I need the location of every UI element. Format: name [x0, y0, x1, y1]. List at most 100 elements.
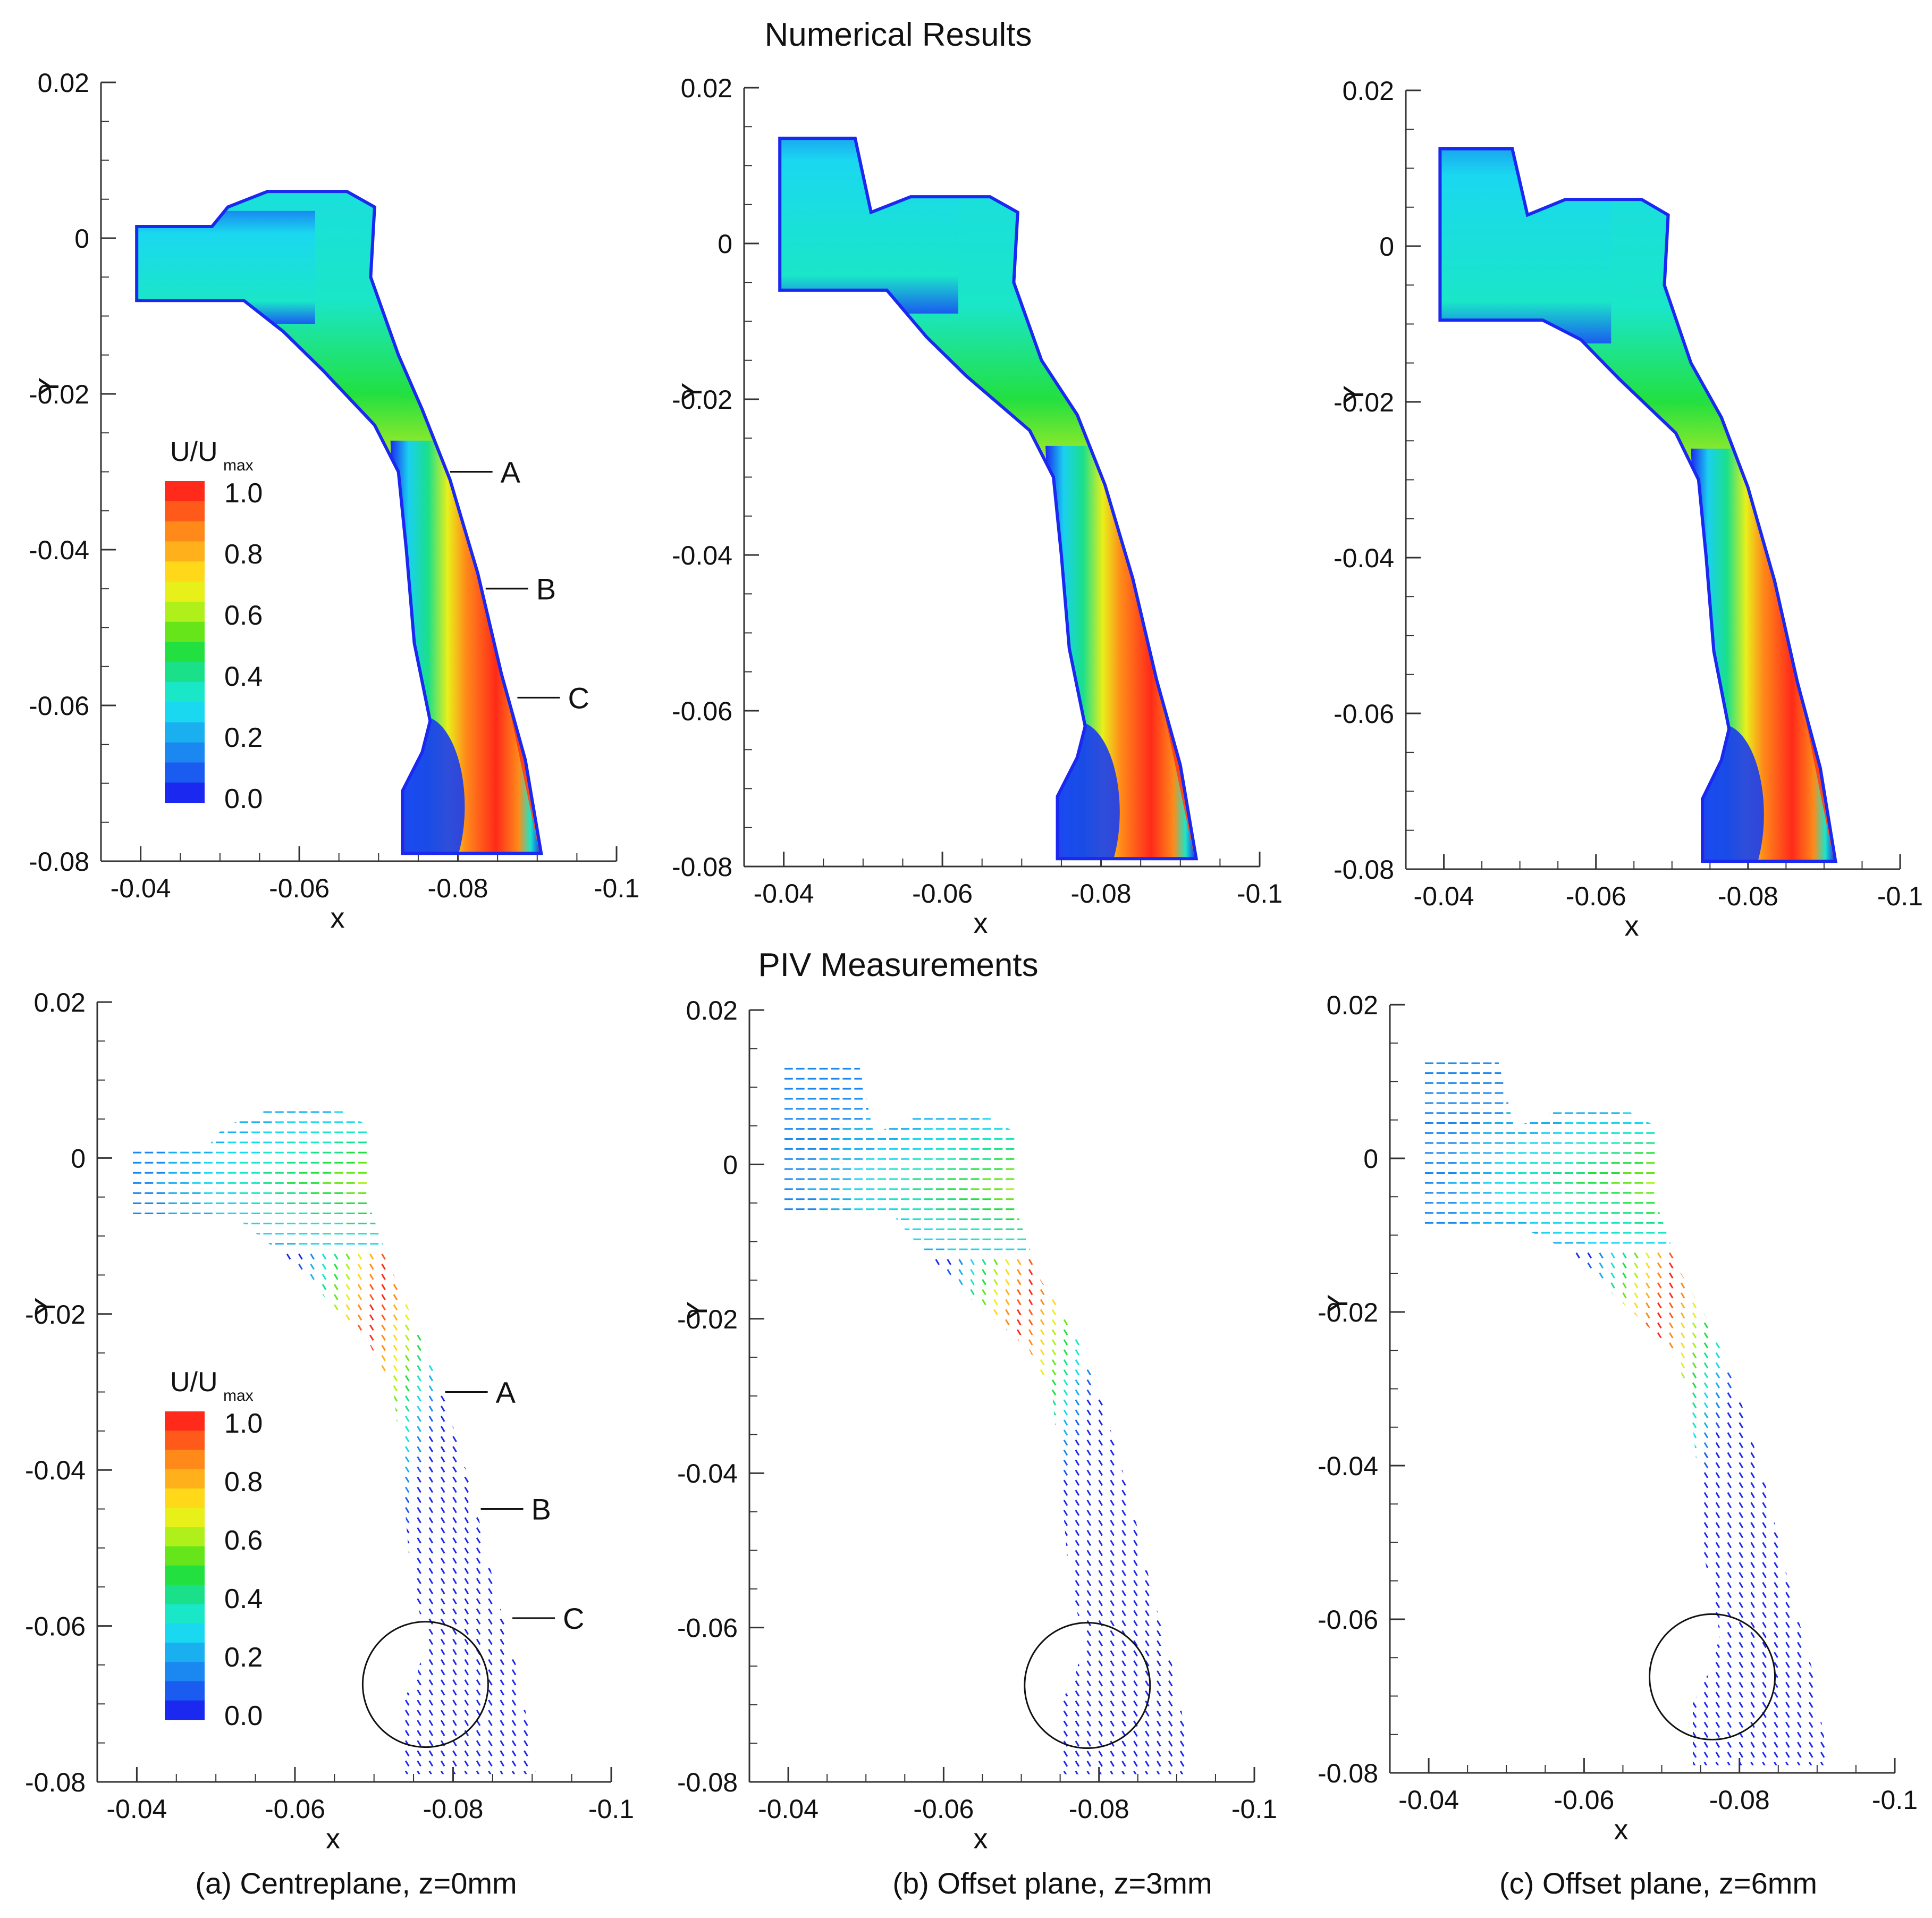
velocity-vector: [440, 1547, 445, 1554]
velocity-vector: [876, 1289, 882, 1296]
velocity-vector: [440, 1659, 445, 1665]
velocity-vector: [310, 1355, 315, 1361]
velocity-vector: [923, 1278, 929, 1285]
velocity-vector: [263, 1588, 267, 1594]
velocity-vector: [286, 1254, 291, 1260]
velocity-vector: [958, 1550, 963, 1557]
velocity-vector: [250, 1365, 256, 1372]
velocity-vector: [819, 1429, 823, 1436]
velocity-vector: [784, 1500, 789, 1506]
velocity-vector: [369, 1264, 374, 1270]
velocity-vector: [464, 1406, 469, 1412]
velocity-vector: [912, 1580, 917, 1586]
velocity-vector: [1157, 1510, 1161, 1516]
velocity-vector: [830, 1349, 835, 1356]
velocity-vector: [842, 1409, 847, 1416]
velocity-vector: [982, 1389, 986, 1396]
velocity-vector: [263, 1446, 267, 1452]
velocity-vector: [191, 1294, 196, 1300]
velocity-vector: [357, 1436, 362, 1442]
velocity-vector: [1121, 1610, 1126, 1617]
velocity-vector: [239, 1284, 244, 1290]
velocity-vector: [819, 1299, 823, 1306]
velocity-vector: [345, 1618, 350, 1625]
velocity-vector: [227, 1334, 232, 1341]
velocity-vector: [263, 1466, 267, 1473]
velocity-vector: [428, 1365, 434, 1372]
velocity-vector: [982, 1550, 986, 1557]
velocity-vector: [784, 1520, 789, 1526]
velocity-vector: [263, 1537, 267, 1544]
velocity-vector: [476, 1476, 481, 1483]
velocity-vector: [274, 1750, 280, 1757]
velocity-vector: [488, 1638, 493, 1645]
velocity-vector: [500, 1659, 505, 1665]
velocity-vector: [381, 1406, 386, 1412]
velocity-vector: [428, 1466, 434, 1473]
velocity-vector: [322, 1314, 327, 1321]
velocity-vector: [947, 1329, 951, 1335]
velocity-vector: [464, 1274, 469, 1280]
velocity-vector: [500, 1486, 505, 1493]
velocity-vector: [935, 1540, 940, 1546]
velocity-vector: [274, 1527, 280, 1534]
velocity-vector: [865, 1299, 870, 1306]
velocity-vector: [923, 1359, 929, 1366]
velocity-vector: [476, 1416, 481, 1422]
velocity-vector: [215, 1578, 220, 1584]
velocity-vector: [334, 1334, 339, 1341]
velocity-vector: [1168, 1379, 1173, 1386]
velocity-vector: [250, 1628, 256, 1635]
velocity-vector: [888, 1319, 893, 1326]
velocity-vector: [464, 1659, 469, 1665]
velocity-vector: [865, 1429, 870, 1436]
velocity-vector: [912, 1439, 917, 1446]
velocity-vector: [227, 1507, 232, 1513]
velocity-vector: [1145, 1490, 1150, 1496]
velocity-vector: [947, 1278, 951, 1285]
velocity-vector: [263, 1406, 267, 1412]
velocity-vector: [1098, 1459, 1103, 1466]
velocity-vector: [417, 1254, 421, 1260]
velocity-vector: [1028, 1529, 1033, 1536]
velocity-vector: [464, 1486, 469, 1493]
velocity-vector: [1016, 1399, 1022, 1406]
y-tick-label: -0.04: [672, 541, 732, 570]
velocity-vector: [524, 1598, 528, 1605]
velocity-vector: [912, 1600, 917, 1606]
velocity-vector: [156, 1507, 161, 1513]
velocity-vector: [1121, 1490, 1126, 1496]
velocity-vector: [500, 1466, 505, 1473]
velocity-vector: [428, 1628, 434, 1635]
velocity-vector: [298, 1659, 303, 1665]
velocity-vector: [1086, 1269, 1092, 1275]
velocity-vector: [923, 1570, 929, 1576]
velocity-vector: [464, 1294, 469, 1300]
velocity-vector: [535, 1486, 536, 1493]
velocity-vector: [830, 1369, 835, 1376]
velocity-vector: [1121, 1590, 1126, 1596]
velocity-vector: [1168, 1259, 1173, 1265]
velocity-vector: [970, 1510, 975, 1516]
velocity-vector: [298, 1568, 303, 1574]
velocity-vector: [215, 1700, 220, 1706]
velocity-vector: [215, 1517, 220, 1524]
velocity-vector: [958, 1560, 963, 1567]
velocity-vector: [369, 1608, 374, 1615]
velocity-vector: [404, 1598, 410, 1605]
velocity-vector: [888, 1500, 893, 1506]
velocity-vector: [1075, 1449, 1080, 1456]
velocity-vector: [322, 1294, 327, 1300]
velocity-vector: [381, 1426, 386, 1432]
velocity-vector: [524, 1294, 528, 1300]
velocity-vector: [1145, 1570, 1150, 1576]
velocity-vector: [132, 1476, 137, 1483]
velocity-vector: [830, 1560, 835, 1567]
velocity-vector: [947, 1610, 951, 1617]
velocity-vector: [1168, 1570, 1173, 1576]
velocity-vector: [381, 1578, 386, 1584]
velocity-vector: [144, 1750, 149, 1757]
velocity-vector: [452, 1638, 457, 1645]
velocity-vector: [1157, 1349, 1161, 1356]
velocity-vector: [452, 1700, 457, 1706]
